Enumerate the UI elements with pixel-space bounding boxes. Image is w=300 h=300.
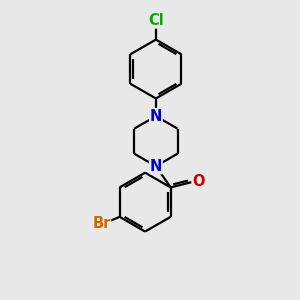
Text: N: N <box>150 109 162 124</box>
Text: O: O <box>192 174 205 189</box>
Text: Cl: Cl <box>148 13 164 28</box>
Text: N: N <box>150 159 162 174</box>
Text: Br: Br <box>92 216 110 231</box>
